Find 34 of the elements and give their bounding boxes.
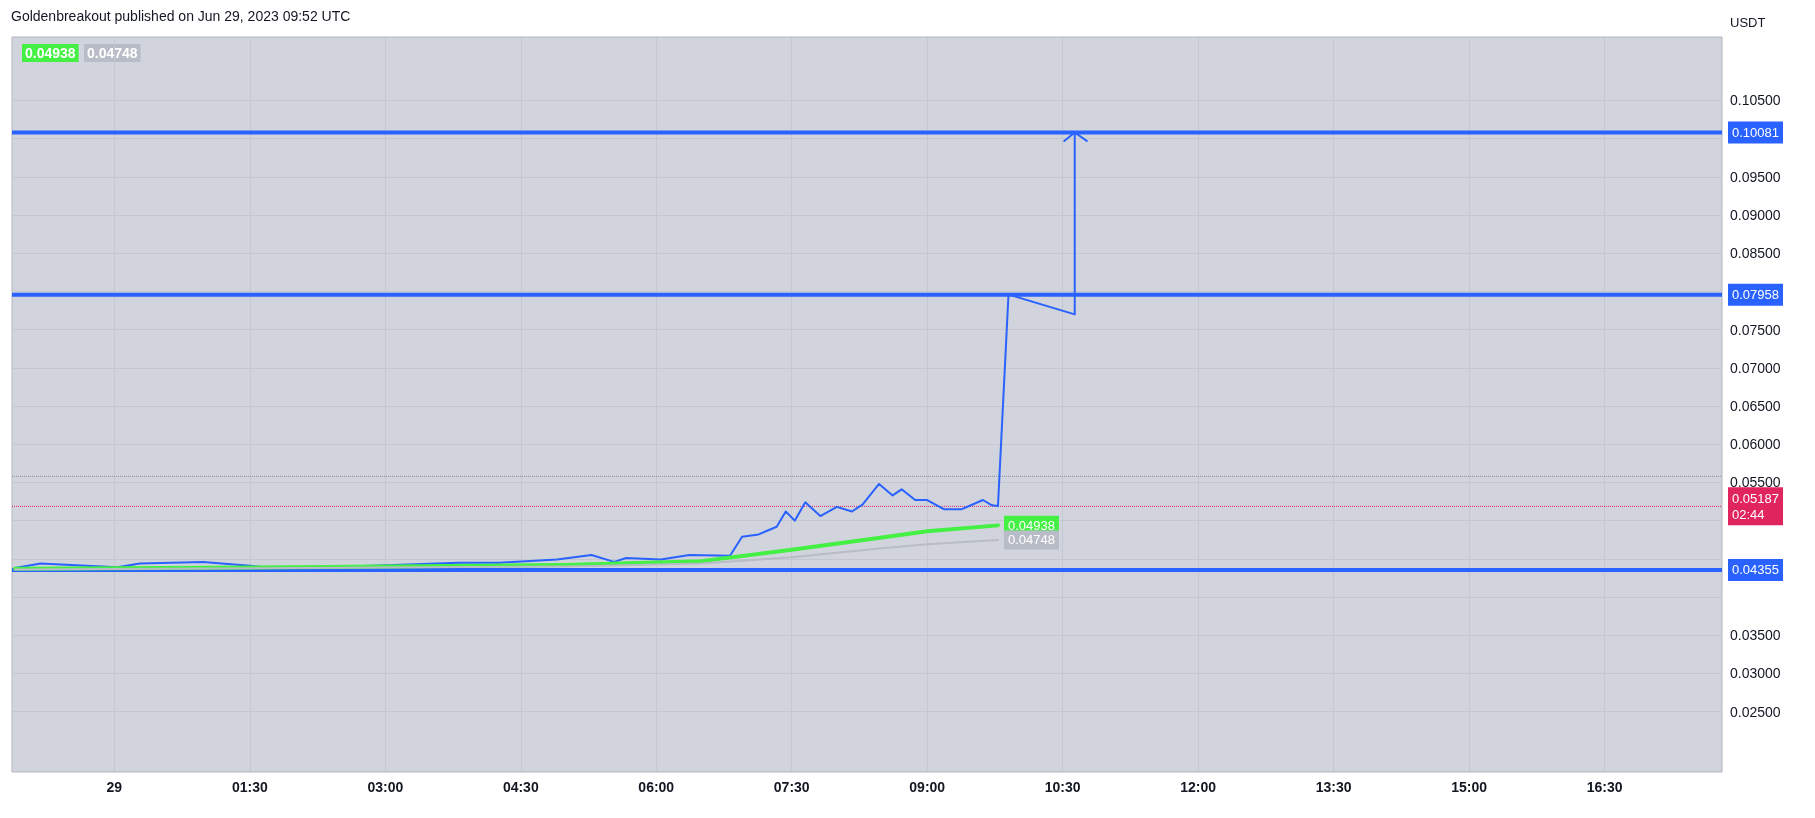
x-tick-label: 07:30: [773, 779, 810, 795]
y-tick-label: 0.10500: [1730, 92, 1781, 109]
y-tick-label: 0.07500: [1730, 321, 1781, 338]
chart-title: Goldenbreakout published on Jun 29, 2023 09:52 UTC: [11, 8, 351, 24]
x-tick-label: 09:00: [909, 779, 946, 795]
y-tick-label: 0.03500: [1730, 627, 1781, 644]
data-label: 0.04938: [1007, 517, 1055, 533]
ref-line-label: 0.10081: [1732, 124, 1779, 140]
x-tick-label: 06:00: [638, 779, 675, 795]
x-tick-label: 16:30: [1586, 779, 1623, 795]
x-tick-label: 04:30: [502, 779, 539, 795]
x-tick-label: 03:00: [367, 779, 404, 795]
y-tick-label: 0.02500: [1730, 703, 1781, 720]
data-label: 0.04748: [1007, 532, 1055, 548]
x-tick-label: 01:30: [231, 779, 268, 795]
x-tick-label: 29: [106, 779, 123, 795]
y-tick-label: 0.05500: [1730, 474, 1781, 491]
y-tick-label: 0.09000: [1730, 207, 1781, 224]
x-tick-label: 12:00: [1180, 779, 1217, 795]
y-axis-title: USDT: [1730, 15, 1766, 30]
y-tick-label: 0.09500: [1730, 168, 1781, 185]
x-tick-label: 10:30: [1044, 779, 1081, 795]
y-tick-label: 0.06500: [1730, 398, 1781, 415]
y-tick-label: 0.07000: [1730, 359, 1781, 376]
y-tick-label: 0.06000: [1730, 436, 1781, 453]
annotation: 0.04748: [87, 45, 138, 61]
annotation: 0.04938: [25, 45, 76, 61]
y-tick-label: 0.08500: [1730, 245, 1781, 262]
y-tick-label: 0.03000: [1730, 665, 1781, 682]
ref-line-label: 0.07958: [1732, 287, 1779, 303]
x-tick-label: 15:00: [1451, 779, 1488, 795]
ref-line-label: 0.05187 02:44: [1732, 490, 1779, 522]
ref-line-label: 0.04355: [1732, 562, 1779, 578]
x-tick-label: 13:30: [1315, 779, 1352, 795]
